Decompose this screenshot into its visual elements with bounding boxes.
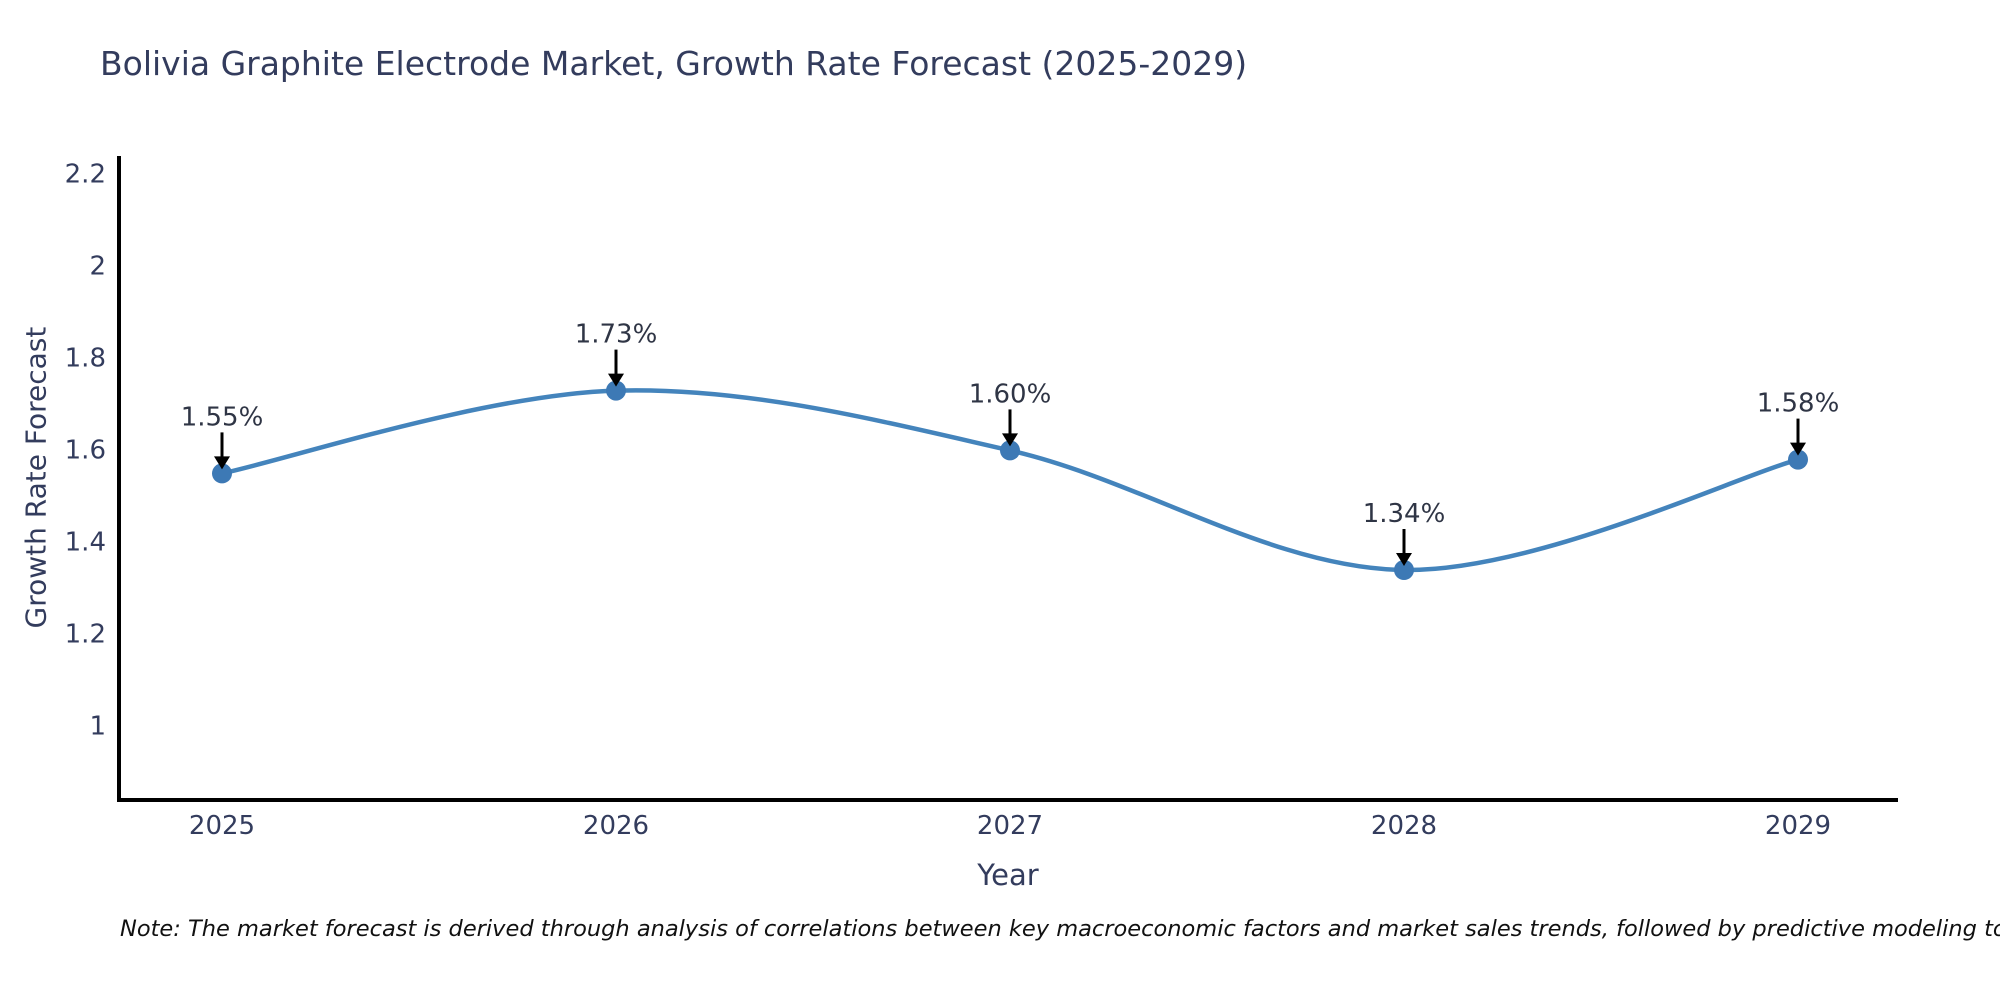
data-point-marker — [606, 380, 626, 401]
x-tick-label: 2027 — [977, 811, 1043, 841]
y-axis-title: Growth Rate Forecast — [19, 326, 53, 629]
data-point-marker — [1000, 440, 1020, 461]
y-tick-label: 2.2 — [65, 159, 106, 189]
annotation-arrowhead — [608, 373, 624, 387]
annotation-arrowhead — [1396, 553, 1412, 566]
data-point-marker — [1394, 560, 1414, 580]
annotation-label: 1.60% — [969, 379, 1052, 409]
x-tick-label: 2028 — [1371, 811, 1437, 841]
footnote: Note: The market forecast is derived thr… — [120, 916, 2000, 942]
annotation-arrowhead — [214, 456, 230, 470]
y-tick-label: 1.2 — [65, 619, 106, 649]
data-point-marker — [212, 463, 232, 484]
y-tick-label: 1.6 — [65, 435, 106, 465]
annotation-arrowhead — [1790, 442, 1806, 456]
annotation-label: 1.73% — [575, 320, 658, 350]
chart-title: Bolivia Graphite Electrode Market, Growt… — [100, 44, 1248, 83]
annotation-label: 1.55% — [181, 402, 264, 432]
annotation-arrowhead — [1002, 433, 1018, 447]
x-tick-label: 2025 — [189, 811, 255, 841]
y-tick-label: 1 — [89, 711, 106, 741]
data-point-marker — [1788, 449, 1808, 470]
annotation-label: 1.34% — [1363, 499, 1446, 529]
y-tick-label: 2 — [89, 251, 106, 281]
annotation-label: 1.58% — [1757, 389, 1840, 419]
x-tick-label: 2026 — [583, 811, 649, 841]
x-axis-title: Year — [977, 858, 1039, 892]
y-tick-label: 1.8 — [65, 343, 106, 373]
y-tick-label: 1.4 — [65, 527, 106, 557]
x-tick-label: 2029 — [1765, 811, 1831, 841]
